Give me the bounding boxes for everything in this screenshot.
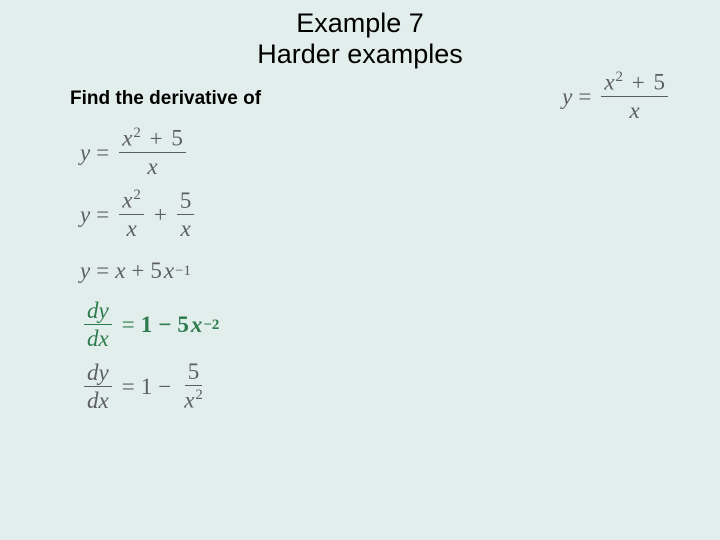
title-line-1: Example 7 [0, 8, 720, 39]
slide-title: Example 7 Harder examples [0, 0, 720, 70]
dy-dx: dy dx [84, 299, 112, 352]
equals-sign: = [572, 84, 597, 110]
fraction: 5 x [177, 189, 195, 242]
equation-line-1: y = x2 + 5 x [80, 128, 219, 178]
var-y: y [562, 84, 572, 110]
equation-stack: y = x2 + 5 x y = x2 x + 5 x y = x [80, 128, 219, 424]
denominator: x [627, 97, 643, 124]
corner-equation: y = x2 + 5 x [562, 70, 672, 124]
equation-line-2: y = x2 x + 5 x [80, 190, 219, 240]
title-line-2: Harder examples [0, 39, 720, 70]
fraction: x2 x [119, 188, 144, 242]
fraction: 5 x2 [181, 360, 206, 414]
prompt-text: Find the derivative of [70, 88, 261, 110]
equation-line-3: y = x + 5 x−1 [80, 252, 219, 290]
dy-dx: dy dx [84, 361, 112, 414]
numerator: x2 + 5 [601, 70, 668, 97]
equation-line-5: dy dx = 1 − 5 x2 [80, 362, 219, 412]
fraction: x2 + 5 x [601, 70, 668, 124]
equation-line-4: dy dx = 1 − 5 x−2 [80, 300, 219, 350]
fraction: x2 + 5 x [119, 126, 186, 180]
